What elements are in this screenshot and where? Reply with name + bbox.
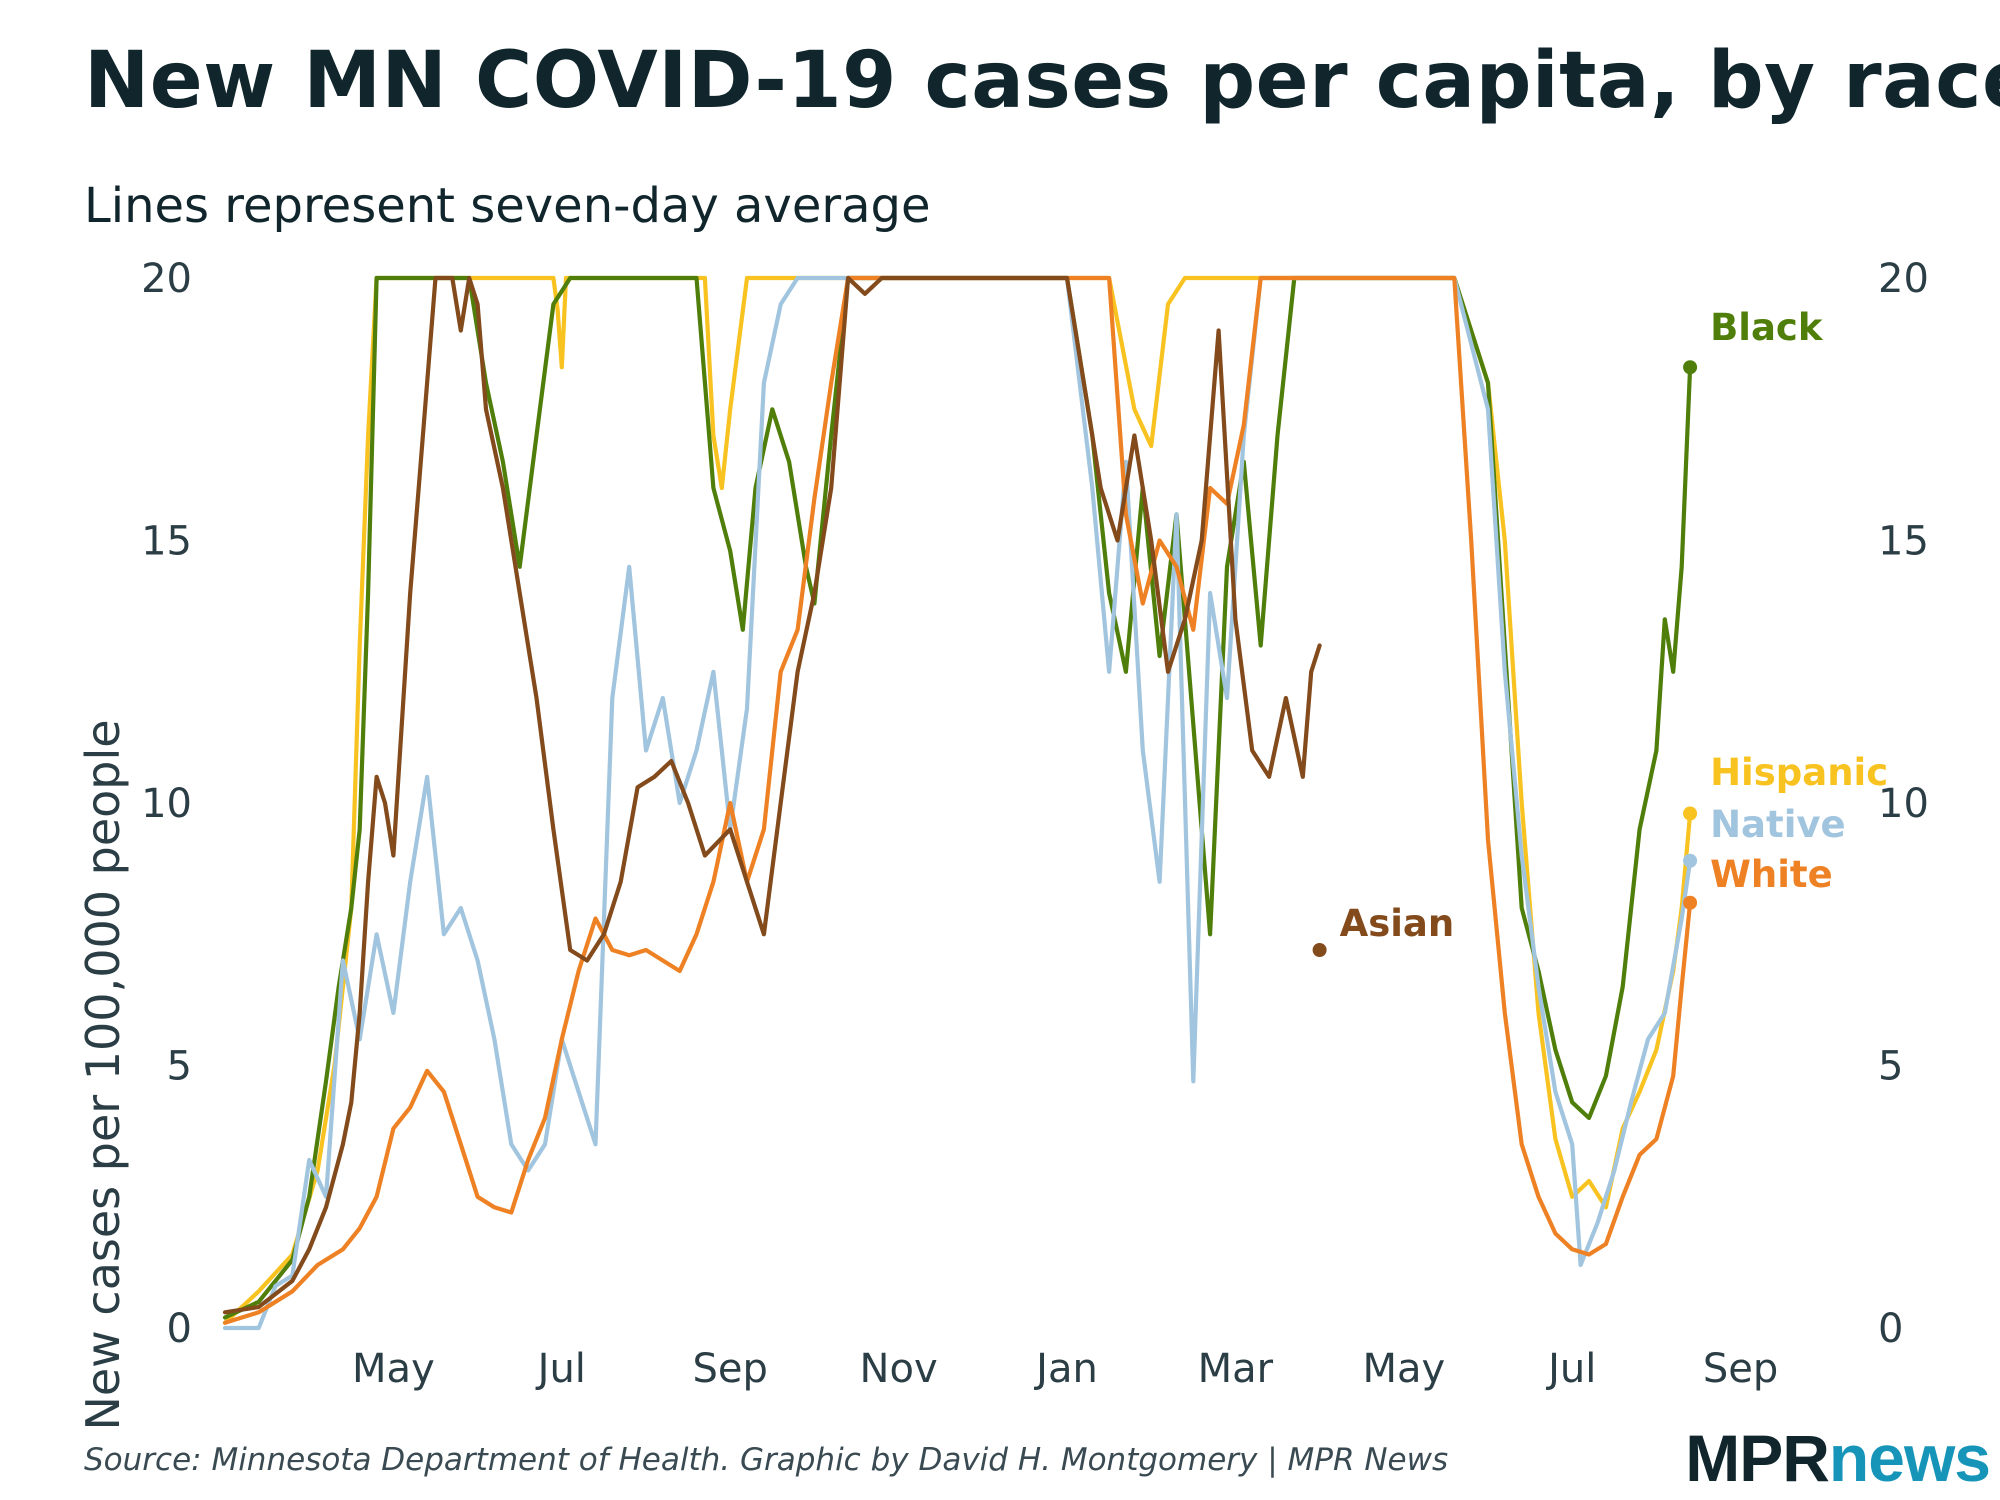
logo-mpr: MPR	[1685, 1421, 1830, 1495]
y-tick-right-15: 15	[1878, 519, 1929, 565]
y-tick-left-10: 10	[141, 781, 192, 827]
series-group	[222, 275, 1693, 1331]
series-line-native	[222, 275, 1693, 1331]
series-line-hispanic	[222, 275, 1693, 1325]
y-tick-left-20: 20	[141, 256, 192, 302]
end-dot-white	[1683, 895, 1698, 910]
x-tick-6: May	[1362, 1346, 1445, 1392]
series-label-native: Native	[1710, 803, 1846, 846]
x-tick-2: Sep	[693, 1346, 768, 1392]
y-tick-left-15: 15	[141, 519, 192, 565]
end-dot-native	[1683, 853, 1698, 868]
series-label-black: Black	[1710, 306, 1824, 349]
x-tick-0: May	[352, 1346, 435, 1392]
end-dot-black	[1683, 360, 1698, 375]
y-tick-left-0: 0	[167, 1306, 192, 1352]
mpr-news-logo: MPRnews	[1685, 1420, 1991, 1496]
series-line-black	[222, 275, 1693, 1320]
y-tick-left-5: 5	[167, 1044, 192, 1090]
y-tick-right-5: 5	[1878, 1044, 1903, 1090]
chart-title: New MN COVID-19 cases per capita, by rac…	[84, 36, 2000, 126]
x-tick-1: Jul	[535, 1346, 586, 1392]
x-tick-4: Jan	[1033, 1346, 1098, 1392]
y-tick-right-20: 20	[1878, 256, 1929, 302]
logo-news: news	[1828, 1421, 1991, 1495]
x-tick-8: Sep	[1703, 1346, 1778, 1392]
x-tick-5: Mar	[1198, 1346, 1274, 1392]
y-tick-right-0: 0	[1878, 1306, 1903, 1352]
series-line-white	[222, 275, 1693, 1325]
series-line-asian	[222, 275, 1322, 1315]
x-tick-7: Jul	[1545, 1346, 1596, 1392]
x-tick-3: Nov	[860, 1346, 938, 1392]
series-label-asian: Asian	[1340, 902, 1455, 945]
series-label-hispanic: Hispanic	[1710, 751, 1888, 794]
source-credit: Source: Minnesota Department of Health. …	[84, 1442, 1449, 1478]
end-dot-hispanic	[1683, 806, 1698, 821]
end-dot-asian	[1312, 943, 1327, 957]
y-tick-right-10: 10	[1878, 781, 1929, 827]
series-label-white: White	[1710, 853, 1833, 896]
chart-subtitle: Lines represent seven-day average	[84, 178, 931, 234]
